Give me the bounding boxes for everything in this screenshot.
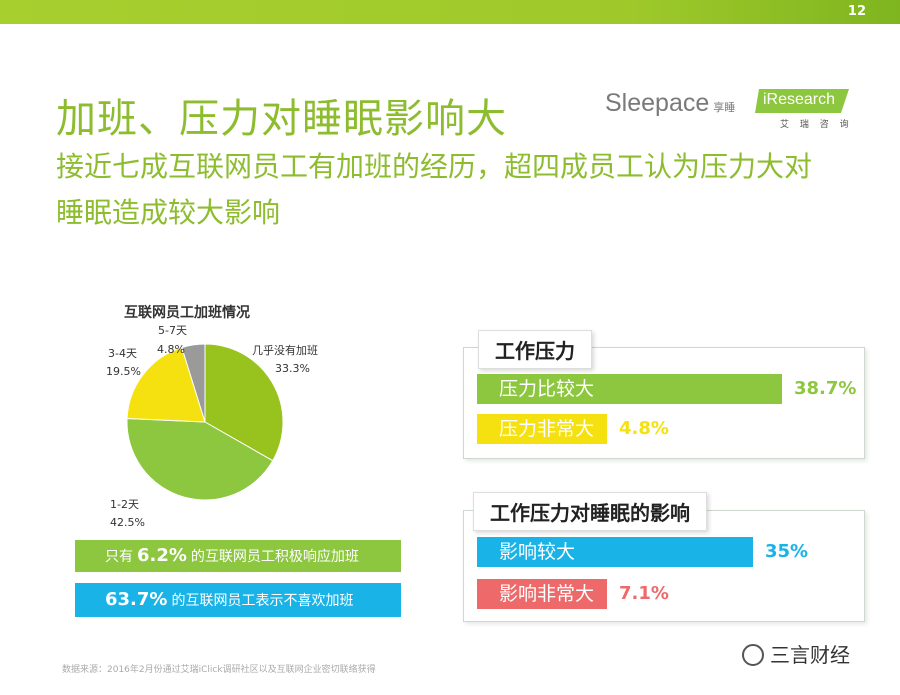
data-source-note: 数据来源：2016年2月份通过艾瑞iClick调研社区以及互联网企业密切联络获得 (62, 665, 376, 675)
green-note-post: 的互联网员工积极响应加班 (190, 549, 359, 565)
watermark-text: 三言财经 (770, 643, 850, 667)
pie-label-5-7: 5-7天 (158, 322, 187, 338)
pie-value-5-7: 4.8% (157, 343, 185, 356)
overtime-pie-chart (126, 343, 284, 501)
sleep-bar-2: 影响非常大 (477, 579, 607, 609)
pie-slice-none (204, 343, 284, 462)
pie-slice-3-4 (126, 346, 206, 423)
sleep-panel-header: 工作压力对睡眠的影响 (473, 492, 707, 531)
sleepace-logo-text: Sleepace (605, 89, 710, 117)
pie-label-5-7-name: 5-7天 (158, 324, 187, 337)
pie-label-1-2-value: 42.5% (110, 516, 145, 529)
pressure-bar-value-1: 38.7% (794, 378, 857, 399)
pie-label-5-7-value: 4.8% (157, 343, 185, 356)
sleep-bar-value-2: 7.1% (619, 583, 669, 604)
pie-label-none: 几乎没有加班 (252, 342, 318, 358)
pie-label-none-value: 33.3% (275, 362, 310, 375)
sleepace-logo: Sleepace 享睡 (605, 89, 735, 118)
pressure-bar-1: 压力比较大 (477, 374, 782, 404)
sleepace-logo-cn: 享睡 (713, 102, 736, 114)
page-number: 12 (847, 4, 866, 19)
pie-chart-title: 互联网员工加班情况 (124, 305, 250, 321)
pie-value-3-4: 19.5% (106, 365, 141, 378)
wechat-watermark: 三言财经 (742, 639, 850, 668)
pie-value-none: 33.3% (275, 362, 310, 375)
pressure-panel-header: 工作压力 (478, 330, 592, 369)
wechat-icon (742, 643, 764, 666)
pie-label-none-name: 几乎没有加班 (252, 344, 318, 357)
blue-note-value: 63.7% (105, 589, 168, 610)
blue-note-post: 的互联网员工表示不喜欢加班 (171, 593, 354, 609)
pressure-panel (463, 347, 865, 459)
pie-label-3-4: 3-4天 (108, 345, 137, 361)
pie-label-3-4-name: 3-4天 (108, 347, 137, 360)
pie-label-1-2: 1-2天 (110, 496, 139, 512)
page-subtitle: 接近七成互联网员工有加班的经历，超四成员工认为压力大对睡眠造成较大影响 (56, 150, 813, 229)
pie-label-3-4-value: 19.5% (106, 365, 141, 378)
sleep-bar-value-1: 35% (765, 541, 809, 562)
green-note-pre: 只有 (105, 549, 133, 565)
pie-label-1-2-name: 1-2天 (110, 498, 139, 511)
green-note-box: 只有 6.2% 的互联网员工积极响应加班 (75, 540, 401, 572)
iresearch-logo-text: iResearch (763, 91, 836, 108)
page-title: 加班、压力对睡眠影响大 (56, 96, 507, 142)
pie-value-1-2: 42.5% (110, 516, 145, 529)
green-note-value: 6.2% (137, 545, 187, 566)
top-bar: 12 (0, 0, 900, 24)
sleep-bar-1: 影响较大 (477, 537, 753, 567)
pie-slice-5-7 (181, 343, 206, 423)
blue-note-box: 63.7% 的互联网员工表示不喜欢加班 (75, 583, 401, 617)
pressure-bar-value-2: 4.8% (619, 418, 669, 439)
iresearch-logo-cn: 艾 瑞 咨 询 (780, 120, 853, 130)
pressure-bar-2: 压力非常大 (477, 414, 607, 444)
pie-slice-1-2 (126, 417, 274, 501)
iresearch-logo (755, 89, 849, 113)
